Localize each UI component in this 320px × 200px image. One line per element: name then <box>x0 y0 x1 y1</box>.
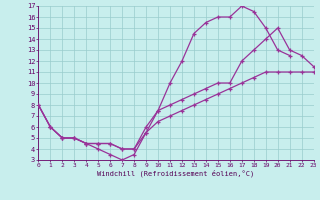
X-axis label: Windchill (Refroidissement éolien,°C): Windchill (Refroidissement éolien,°C) <box>97 170 255 177</box>
